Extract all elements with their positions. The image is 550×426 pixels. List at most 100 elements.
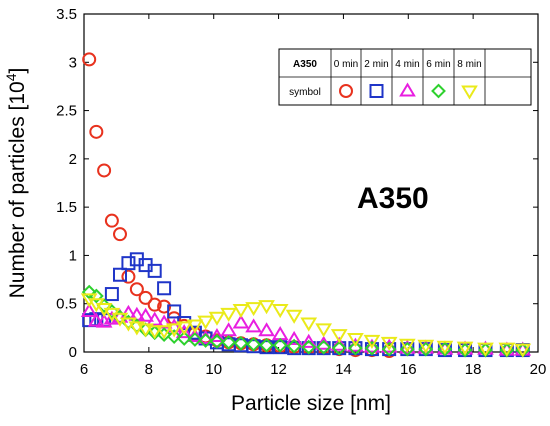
data-point-triangle-down bbox=[146, 325, 164, 340]
data-point-circle bbox=[82, 52, 97, 67]
data-point-square bbox=[287, 341, 302, 356]
data-point-square bbox=[167, 304, 182, 319]
data-point-triangle-down bbox=[271, 304, 289, 319]
data-point-triangle-down bbox=[186, 319, 204, 334]
data-point-square bbox=[259, 340, 274, 355]
y-tick-label: 3.5 bbox=[56, 6, 77, 23]
legend-col-8min: 8 min bbox=[457, 59, 481, 70]
data-point-diamond bbox=[233, 335, 249, 351]
data-point-triangle-down bbox=[347, 332, 364, 348]
data-point-triangle-down bbox=[208, 311, 226, 326]
data-point-diamond bbox=[418, 341, 434, 357]
data-point-diamond bbox=[246, 336, 262, 352]
data-point-triangle-up bbox=[146, 311, 164, 326]
data-point-square bbox=[157, 281, 172, 296]
series-8-min bbox=[80, 293, 532, 358]
data-point-triangle-down bbox=[232, 304, 250, 319]
data-point-triangle-up bbox=[137, 307, 154, 322]
data-point-circle bbox=[89, 124, 104, 139]
data-point-triangle-down bbox=[155, 325, 173, 340]
data-point-circle bbox=[112, 227, 127, 242]
data-point-triangle-up bbox=[175, 324, 193, 339]
data-point-diamond bbox=[198, 332, 214, 348]
data-point-triangle-down bbox=[330, 329, 348, 344]
x-tick-label: 20 bbox=[530, 361, 547, 378]
y-axis-title: Number of particles [104] bbox=[3, 68, 29, 299]
data-point-square bbox=[147, 263, 162, 278]
x-tick-label: 16 bbox=[400, 361, 417, 378]
data-point-triangle-down bbox=[285, 309, 303, 324]
data-point-triangle-down bbox=[137, 323, 154, 338]
data-point-triangle-up bbox=[208, 327, 226, 343]
legend-col-6min: 6 min bbox=[426, 59, 450, 70]
data-point-triangle-down bbox=[477, 342, 494, 357]
data-point-diamond bbox=[187, 332, 203, 347]
data-point-circle bbox=[129, 282, 144, 297]
data-point-triangle-up bbox=[87, 312, 105, 327]
data-point-triangle-down bbox=[398, 338, 416, 353]
data-point-circle bbox=[121, 269, 136, 284]
y-axis-title-sup: 4 bbox=[3, 73, 19, 81]
data-point-triangle-up bbox=[232, 314, 250, 329]
x-tick-label: 8 bbox=[145, 361, 153, 378]
data-point-diamond bbox=[209, 333, 225, 349]
data-point-triangle-up bbox=[245, 318, 262, 333]
data-point-triangle-up bbox=[300, 333, 318, 348]
y-tick-label: 3 bbox=[69, 54, 77, 71]
x-tick-label: 12 bbox=[270, 361, 287, 378]
data-point-triangle-up bbox=[80, 302, 98, 317]
legend-symbol-triangle-down bbox=[461, 85, 478, 100]
legend-symbol-circle bbox=[339, 84, 353, 98]
x-tick-label: 10 bbox=[205, 361, 222, 378]
legend-col-4min: 4 min bbox=[395, 59, 419, 70]
y-axis-title-main: Number of particles [10 bbox=[6, 81, 29, 298]
x-tick-label: 18 bbox=[465, 361, 482, 378]
data-point-circle bbox=[97, 163, 112, 178]
data-point-triangle-down bbox=[258, 300, 275, 315]
data-point-triangle-down bbox=[456, 341, 474, 356]
data-point-triangle-down bbox=[245, 302, 262, 317]
data-point-triangle-down bbox=[363, 334, 381, 349]
y-axis-title-close: ] bbox=[6, 68, 29, 74]
data-point-triangle-down bbox=[417, 339, 435, 354]
y-tick-label: 1.5 bbox=[56, 199, 77, 216]
data-point-triangle-down bbox=[315, 323, 333, 338]
data-point-diamond bbox=[348, 340, 363, 356]
data-point-triangle-down bbox=[514, 343, 532, 358]
data-point-circle bbox=[138, 290, 153, 305]
data-markers bbox=[80, 52, 532, 359]
legend-symbol-triangle-up bbox=[399, 82, 416, 97]
data-point-triangle-up bbox=[258, 322, 275, 337]
data-point-circle bbox=[147, 297, 162, 312]
data-point-diamond bbox=[176, 331, 192, 346]
data-point-diamond bbox=[259, 337, 274, 353]
legend-col-2min: 2 min bbox=[364, 59, 388, 70]
data-point-triangle-down bbox=[436, 340, 454, 355]
data-point-diamond bbox=[221, 334, 237, 350]
annotation-label: A350 bbox=[357, 182, 429, 215]
y-tick-label: 0.5 bbox=[56, 296, 77, 313]
y-tick-label: 2 bbox=[69, 151, 77, 168]
y-tick-label: 2.5 bbox=[56, 103, 77, 120]
legend-symbol-diamond bbox=[431, 83, 446, 99]
data-point-triangle-down bbox=[165, 323, 183, 338]
data-point-circle bbox=[157, 299, 172, 314]
legend-table: A350 symbol 0 min 2 min 4 min 6 min 8 mi… bbox=[278, 48, 532, 106]
x-tick-label: 14 bbox=[335, 361, 352, 378]
data-point-diamond bbox=[364, 340, 380, 356]
data-point-triangle-down bbox=[175, 321, 193, 336]
data-point-diamond bbox=[331, 340, 347, 356]
data-point-square bbox=[112, 267, 127, 282]
x-axis-title: Particle size [nm] bbox=[231, 392, 391, 415]
legend-header: A350 bbox=[293, 59, 317, 70]
legend-symbol-square bbox=[369, 84, 384, 98]
data-point-diamond bbox=[286, 338, 302, 354]
data-point-diamond bbox=[156, 327, 172, 343]
data-point-diamond bbox=[166, 329, 182, 344]
legend-symbols bbox=[339, 82, 478, 100]
data-point-triangle-down bbox=[380, 336, 398, 351]
data-point-triangle-down bbox=[220, 307, 237, 322]
data-point-square bbox=[273, 340, 288, 355]
axis-ticks: 6 8 10 12 14 16 18 20 0 0.5 1 1.5 2 2.5 3 3.5 bbox=[56, 6, 546, 378]
